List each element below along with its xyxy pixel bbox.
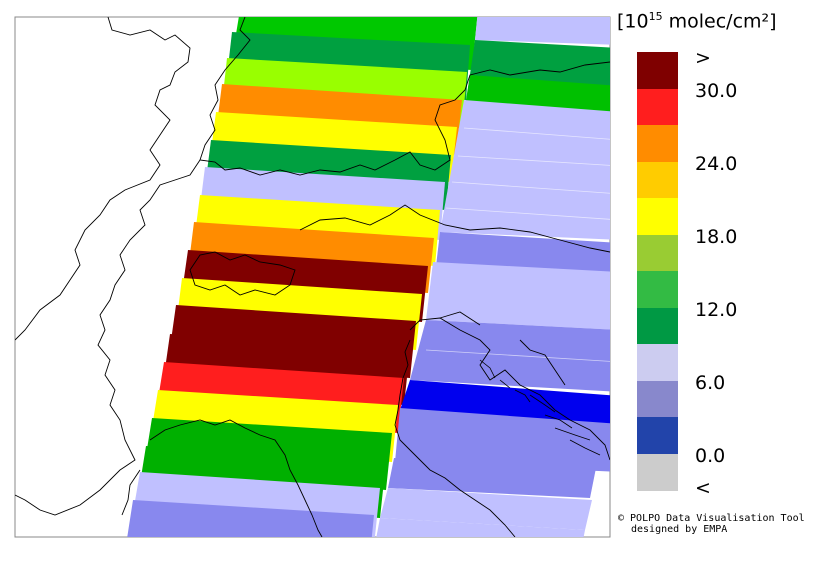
credit-line-2: designed by EMPA <box>631 524 728 535</box>
swath-pixel <box>475 17 610 45</box>
legend-swatch <box>637 344 678 381</box>
credit-line-1: © POLPO Data Visualisation Tool <box>618 513 805 524</box>
legend-swatch <box>637 161 678 199</box>
legend-swatch <box>637 307 678 345</box>
legend-label-above: > <box>695 47 711 69</box>
adriatic-islands <box>479 359 601 456</box>
legend-label-6: 6.0 <box>695 372 726 394</box>
italy-coastline <box>121 377 516 537</box>
country-borders <box>15 17 610 516</box>
satellite-swath-left <box>127 17 478 537</box>
swath-pixel <box>380 488 592 530</box>
legend-label-30: 30.0 <box>695 80 738 102</box>
legend-label-18: 18.0 <box>695 226 738 248</box>
swath-pixel <box>410 320 610 392</box>
swath-pixel <box>376 518 585 537</box>
legend-swatch <box>637 88 678 126</box>
legend-swatch <box>637 417 678 454</box>
legend-label-below: < <box>695 477 711 499</box>
legend-title: [1015 molec/cm²] <box>617 10 777 33</box>
swath-grid <box>425 127 610 362</box>
legend-swatch <box>637 52 678 89</box>
satellite-swath-right <box>376 17 610 537</box>
swath-pixel <box>395 408 610 472</box>
legend-label-12: 12.0 <box>695 299 738 321</box>
swath-pixel <box>440 100 610 240</box>
swath-pixel <box>426 262 610 330</box>
legend-swatch <box>637 380 678 418</box>
swath-pixel <box>127 500 374 537</box>
legend-swatch <box>637 271 678 308</box>
legend-swatch <box>637 198 678 235</box>
legend-label-0: 0.0 <box>695 445 726 467</box>
legend-label-24: 24.0 <box>695 153 738 175</box>
swath-pixel <box>388 458 596 498</box>
legend-swatch <box>637 234 678 272</box>
legend-swatch <box>637 125 678 162</box>
legend-swatch <box>637 453 678 491</box>
